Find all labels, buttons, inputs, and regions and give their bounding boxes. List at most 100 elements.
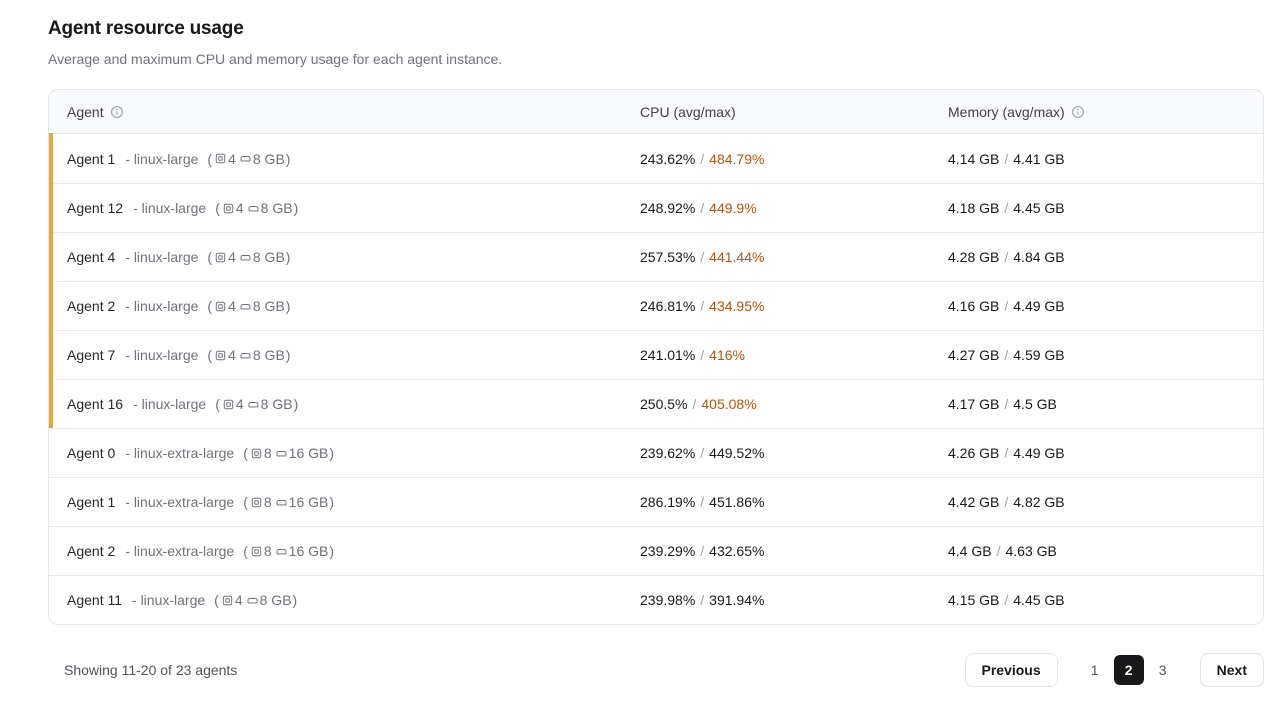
memory-usage-cell: 4.18 GB/4.45 GB [948, 200, 1065, 216]
cpu-chip-icon [248, 447, 264, 460]
info-icon[interactable] [110, 105, 124, 119]
cpu-chip-icon [248, 496, 264, 509]
page-number-2[interactable]: 2 [1113, 655, 1144, 685]
cpu-usage-cell: 239.29%/432.65% [640, 543, 765, 559]
ram-size: 8 GB [252, 150, 285, 167]
memory-usage-cell: 4.28 GB/4.84 GB [948, 249, 1065, 265]
memory-stick-icon [273, 496, 289, 509]
agent-name: Agent 2 [67, 543, 116, 559]
cpu-max-value: 441.44% [709, 249, 765, 265]
table-row: Agent 1 - linux-extra-large ( 8 [49, 477, 1263, 526]
agent-instance-type: - linux-large [132, 592, 206, 608]
cpu-chip-icon [212, 300, 228, 313]
agent-cell: Agent 16 - linux-large ( 4 8 GB [49, 396, 640, 412]
table-row: Agent 2 - linux-extra-large ( 8 [49, 526, 1263, 575]
memory-usage-cell: 4.14 GB/4.41 GB [948, 150, 1065, 167]
cpu-usage-cell: 239.62%/449.52% [640, 445, 765, 461]
memory-max-value: 4.5 GB [1013, 396, 1057, 412]
cpu-usage-cell: 248.92%/449.9% [640, 200, 757, 216]
next-page-button[interactable]: Next [1199, 653, 1264, 687]
cpu-usage-cell: 246.81%/434.95% [640, 298, 765, 314]
ram-size: 8 GB [260, 200, 293, 216]
agent-cell: Agent 1 - linux-large ( 4 8 GB [49, 151, 640, 167]
agent-spec: ( 4 8 GB ) [215, 396, 299, 412]
table-row: Agent 11 - linux-large ( 4 8 GB [49, 575, 1263, 624]
agent-spec: ( 8 16 GB ) [243, 494, 335, 510]
memory-max-value: 4.82 GB [1013, 494, 1065, 510]
agent-instance-type: - linux-large [125, 347, 199, 363]
agent-instance-type: - linux-large [125, 249, 199, 265]
column-header-agent: Agent [49, 104, 640, 120]
memory-max-value: 4.59 GB [1013, 347, 1065, 363]
memory-stick-icon [237, 300, 253, 313]
page-number-1[interactable]: 1 [1080, 655, 1110, 685]
cpu-count: 4 [235, 200, 244, 216]
agent-cell: Agent 11 - linux-large ( 4 8 GB [49, 592, 640, 608]
table-row: Agent 16 - linux-large ( 4 8 GB [49, 379, 1263, 428]
table-row: Agent 4 - linux-large ( 4 8 GB [49, 232, 1263, 281]
ram-size: 16 GB [288, 494, 329, 510]
cpu-chip-icon [212, 349, 228, 362]
memory-usage-cell: 4.26 GB/4.49 GB [948, 445, 1065, 461]
memory-avg-value: 4.16 GB [948, 298, 1000, 314]
memory-avg-value: 4.17 GB [948, 396, 1000, 412]
table-row: Agent 1 - linux-large ( 4 8 GB [49, 133, 1263, 183]
ram-size: 8 GB [252, 347, 285, 363]
agent-column-label: Agent [67, 103, 104, 120]
cpu-avg-value: 239.29% [640, 543, 696, 559]
agent-cell: Agent 0 - linux-extra-large ( 8 [49, 445, 640, 461]
agent-instance-type: - linux-extra-large [125, 543, 235, 559]
table-row: Agent 2 - linux-large ( 4 8 GB [49, 281, 1263, 330]
cpu-column-label: CPU (avg/max) [640, 103, 736, 120]
memory-usage-cell: 4.16 GB/4.49 GB [948, 298, 1065, 314]
agent-name: Agent 0 [67, 445, 116, 461]
cpu-avg-value: 250.5% [640, 396, 688, 412]
memory-avg-value: 4.27 GB [948, 347, 1000, 363]
cpu-max-value: 484.79% [709, 150, 765, 167]
cpu-count: 8 [263, 494, 272, 510]
cpu-max-value: 449.9% [709, 200, 757, 216]
memory-usage-cell: 4.42 GB/4.82 GB [948, 494, 1065, 510]
memory-avg-value: 4.28 GB [948, 249, 1000, 265]
table-header-row: Agent CPU (avg/max) Memory (avg/max) [49, 90, 1263, 134]
cpu-max-value: 405.08% [701, 396, 757, 412]
memory-max-value: 4.41 GB [1013, 150, 1065, 167]
agent-name: Agent 12 [67, 200, 124, 216]
page-number-3[interactable]: 3 [1148, 655, 1178, 685]
info-icon[interactable] [1071, 105, 1085, 119]
ram-size: 8 GB [252, 249, 285, 265]
cpu-count: 4 [228, 347, 236, 363]
table-body: Agent 1 - linux-large ( 4 8 GB [49, 133, 1263, 624]
agent-cell: Agent 2 - linux-large ( 4 8 GB [49, 298, 640, 314]
table-row: Agent 12 - linux-large ( 4 8 GB [49, 183, 1263, 232]
agent-name: Agent 7 [67, 347, 116, 363]
cpu-avg-value: 246.81% [640, 298, 696, 314]
cpu-chip-icon [212, 152, 228, 165]
memory-column-label: Memory (avg/max) [948, 103, 1065, 120]
memory-usage-cell: 4.15 GB/4.45 GB [948, 592, 1065, 608]
cpu-count: 4 [228, 298, 236, 314]
memory-stick-icon [245, 202, 261, 215]
agent-spec: ( 4 8 GB ) [215, 200, 299, 216]
cpu-count: 4 [234, 592, 243, 608]
memory-max-value: 4.63 GB [1005, 543, 1057, 559]
memory-max-value: 4.45 GB [1013, 200, 1065, 216]
memory-stick-icon [273, 447, 289, 460]
previous-page-button[interactable]: Previous [964, 653, 1058, 687]
cpu-usage-cell: 250.5%/405.08% [640, 396, 757, 412]
memory-max-value: 4.84 GB [1013, 249, 1065, 265]
cpu-count: 4 [235, 396, 244, 412]
cpu-max-value: 416% [709, 347, 745, 363]
agent-name: Agent 16 [67, 396, 124, 412]
cpu-avg-value: 257.53% [640, 249, 696, 265]
cpu-usage-cell: 257.53%/441.44% [640, 249, 765, 265]
memory-avg-value: 4.4 GB [948, 543, 992, 559]
results-summary: Showing 11-20 of 23 agents [64, 662, 238, 678]
agent-instance-type: - linux-large [125, 298, 199, 314]
column-header-cpu: CPU (avg/max) [640, 104, 948, 120]
cpu-usage-cell: 239.98%/391.94% [640, 592, 765, 608]
memory-max-value: 4.45 GB [1013, 592, 1065, 608]
cpu-max-value: 449.52% [709, 445, 765, 461]
ram-size: 16 GB [288, 543, 329, 559]
